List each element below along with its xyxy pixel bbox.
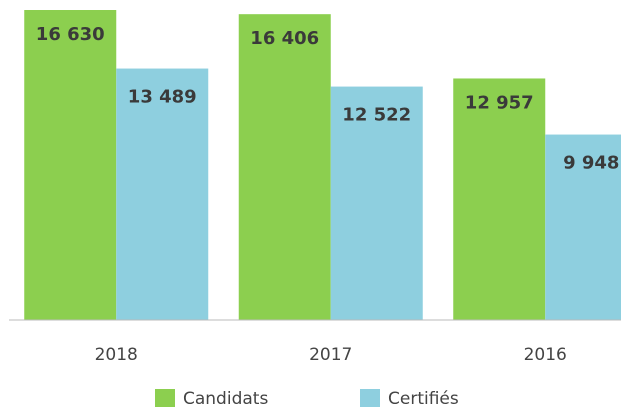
bar	[330, 86, 423, 320]
legend-swatch	[360, 389, 380, 407]
value-label: 16 406	[250, 28, 319, 49]
x-tick-label: 2016	[524, 345, 567, 365]
bar	[116, 68, 209, 320]
bar	[24, 10, 117, 320]
legend-swatch	[155, 389, 175, 407]
x-tick-label: 2018	[95, 345, 138, 365]
value-label: 13 489	[128, 87, 197, 108]
x-tick-label: 2017	[309, 345, 352, 365]
value-label: 9 948	[563, 153, 619, 174]
value-label: 12 522	[342, 105, 411, 126]
legend-label: Candidats	[183, 389, 268, 407]
bar	[453, 78, 546, 320]
value-label: 12 957	[465, 92, 534, 113]
value-label: 16 630	[36, 24, 105, 45]
legend-label: Certifiés	[388, 389, 459, 407]
bar	[238, 14, 331, 320]
bar	[545, 134, 621, 320]
